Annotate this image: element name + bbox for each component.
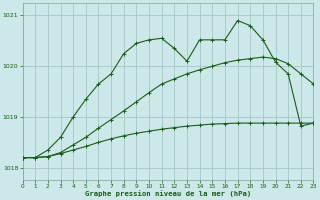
- X-axis label: Graphe pression niveau de la mer (hPa): Graphe pression niveau de la mer (hPa): [85, 190, 251, 197]
